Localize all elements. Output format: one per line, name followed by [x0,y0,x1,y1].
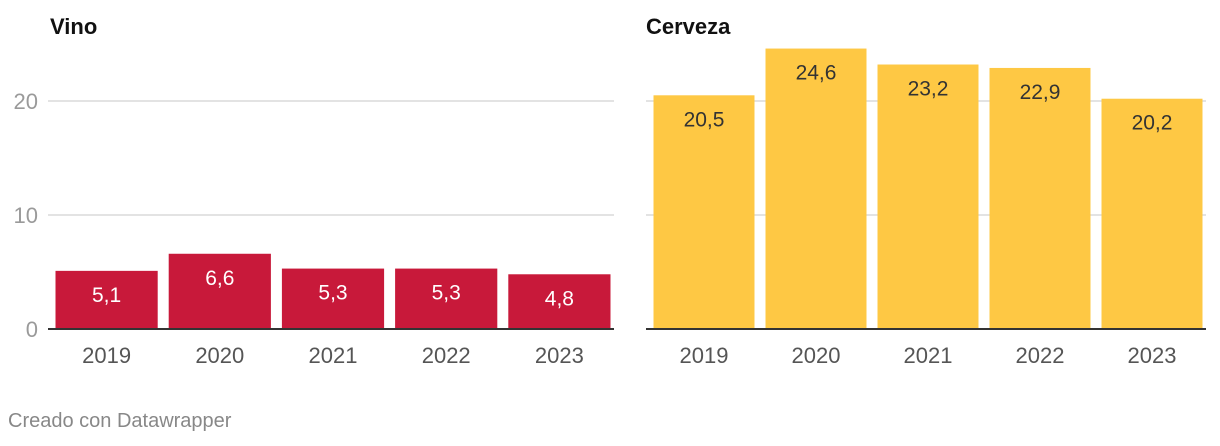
bar-0-2023 [508,274,611,329]
data-label-0-2019: 5,1 [92,284,121,307]
x-tick-label-0-2023: 2023 [535,343,584,368]
x-tick-label-1-2019: 2019 [680,343,729,368]
bar-1-2022 [989,67,1091,329]
x-tick-label-1-2022: 2022 [1016,343,1065,368]
x-tick-label-0-2021: 2021 [309,343,358,368]
data-label-0-2020: 6,6 [205,267,234,290]
x-tick-label-1-2021: 2021 [904,343,953,368]
y-tick-label-0-10: 10 [14,203,38,228]
bar-1-2020 [765,48,867,330]
data-label-0-2022: 5,3 [432,282,461,305]
data-label-0-2021: 5,3 [318,282,347,305]
y-tick-label-0-20: 20 [14,89,38,114]
x-tick-label-1-2020: 2020 [792,343,841,368]
x-tick-label-1-2023: 2023 [1128,343,1177,368]
bar-1-2021 [877,64,979,330]
chart-title-1: Cerveza [646,14,731,39]
data-label-1-2020: 24,6 [796,62,837,85]
bar-0-2020 [168,253,271,329]
bar-0-2022 [395,268,498,329]
footer-credit[interactable]: Creado con Datawrapper [8,410,232,432]
data-label-1-2019: 20,5 [684,108,725,131]
bar-1-2023 [1101,98,1203,329]
bar-1-2019 [653,95,755,329]
x-tick-label-0-2020: 2020 [195,343,244,368]
bar-0-2019 [55,270,158,329]
data-label-0-2023: 4,8 [545,287,574,310]
data-label-1-2022: 22,9 [1020,81,1061,104]
bar-0-2021 [281,268,385,329]
x-tick-label-0-2019: 2019 [82,343,131,368]
data-label-1-2023: 20,2 [1132,112,1173,135]
data-label-1-2021: 23,2 [908,78,949,101]
y-tick-label-0-0: 0 [26,317,38,342]
x-tick-label-0-2022: 2022 [422,343,471,368]
chart-title-0: Vino [50,14,97,39]
